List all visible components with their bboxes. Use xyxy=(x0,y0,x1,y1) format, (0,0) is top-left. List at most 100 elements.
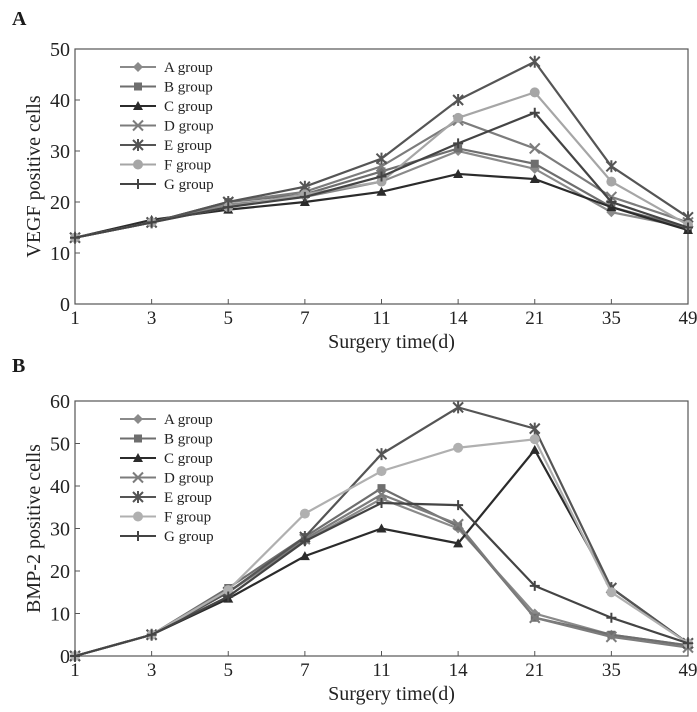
data-point xyxy=(70,651,80,661)
legend: A group B group C group D group E group F gro… xyxy=(120,60,214,193)
legend-item: E group xyxy=(120,138,212,154)
data-point xyxy=(454,144,463,153)
x-tick-label: 3 xyxy=(147,308,157,329)
legend-item: D group xyxy=(120,471,214,487)
data-point xyxy=(607,630,616,639)
data-point xyxy=(530,159,539,168)
data-point xyxy=(529,612,541,624)
x-tick-label: 3 xyxy=(147,660,157,681)
data-point xyxy=(453,538,464,548)
data-point xyxy=(223,585,234,596)
y-tick-label: 30 xyxy=(50,519,70,541)
x-tick-label: 49 xyxy=(679,660,697,681)
legend-marker xyxy=(133,159,143,170)
legend-label: C group xyxy=(164,451,213,467)
legend-marker xyxy=(134,434,142,443)
data-point xyxy=(606,197,617,207)
legend-item: C group xyxy=(120,99,213,115)
y-tick-label: 20 xyxy=(50,192,70,214)
legend-item: G group xyxy=(120,529,214,545)
legend-label: G group xyxy=(164,529,214,545)
legend-marker xyxy=(134,82,142,91)
legend-marker xyxy=(133,179,143,189)
x-axis-label: Surgery time(d) xyxy=(328,683,455,705)
y-tick-label: 40 xyxy=(50,476,70,498)
data-point xyxy=(529,174,540,184)
data-point xyxy=(452,401,464,414)
legend-marker xyxy=(133,511,143,522)
data-point xyxy=(683,222,693,233)
x-tick-label: 11 xyxy=(372,660,390,681)
x-tick-label: 7 xyxy=(300,308,310,329)
legend-label: D group xyxy=(164,471,214,487)
legend-label: F group xyxy=(164,158,211,174)
data-point xyxy=(453,168,464,178)
y-tick-label: 30 xyxy=(50,141,70,163)
y-axis-label: BMP-2 positive cells xyxy=(23,444,45,613)
legend-item: G group xyxy=(120,177,214,193)
data-point xyxy=(223,202,234,213)
data-point xyxy=(529,55,541,68)
data-point xyxy=(377,484,386,493)
x-tick-label: 11 xyxy=(372,308,390,329)
x-tick-label: 21 xyxy=(525,660,544,681)
legend-label: B group xyxy=(164,80,213,96)
legend-label: F group xyxy=(164,510,211,526)
x-tick-label: 14 xyxy=(449,308,469,329)
x-tick-label: 5 xyxy=(224,660,234,681)
data-point xyxy=(529,434,540,445)
data-point xyxy=(453,112,464,123)
data-point xyxy=(529,580,540,591)
legend-label: E group xyxy=(164,490,212,506)
data-point xyxy=(299,508,310,519)
data-point xyxy=(605,191,618,203)
data-point xyxy=(529,142,541,155)
data-point xyxy=(223,591,234,602)
data-point xyxy=(377,167,386,176)
data-point xyxy=(529,87,540,98)
data-point xyxy=(376,466,387,477)
x-tick-label: 1 xyxy=(70,660,80,681)
x-tick-label: 7 xyxy=(300,660,310,681)
x-tick-label: 1 xyxy=(70,308,80,329)
data-point xyxy=(606,587,617,598)
legend: A group B group C group D group E group F gro… xyxy=(120,412,214,545)
legend-item: A group xyxy=(120,60,213,76)
series-f-group xyxy=(70,434,693,661)
data-point xyxy=(376,171,387,182)
data-point xyxy=(375,448,388,461)
data-point xyxy=(375,152,388,165)
legend-label: C group xyxy=(164,99,213,115)
data-point xyxy=(453,138,464,149)
x-tick-label: 14 xyxy=(449,660,469,681)
data-point xyxy=(605,631,618,643)
legend-item: D group xyxy=(120,119,214,135)
data-point xyxy=(606,176,617,187)
x-tick-label: 49 xyxy=(679,308,697,329)
legend-item: C group xyxy=(120,451,213,467)
legend-label: E group xyxy=(164,138,212,154)
y-tick-label: 10 xyxy=(50,604,70,626)
panel-b-label: B xyxy=(12,355,26,377)
data-point xyxy=(452,94,464,106)
y-axis-label: VEGF positive cells xyxy=(23,95,45,257)
legend-label: B group xyxy=(164,432,213,448)
data-point xyxy=(376,498,387,508)
legend-marker xyxy=(132,471,144,484)
legend-label: G group xyxy=(164,177,214,193)
legend-item: A group xyxy=(120,412,213,428)
y-tick-label: 0 xyxy=(60,294,70,316)
data-point xyxy=(375,488,388,501)
data-point xyxy=(606,612,617,623)
data-point xyxy=(299,191,310,202)
data-point xyxy=(376,186,387,196)
data-point xyxy=(376,176,387,187)
data-point xyxy=(683,638,693,649)
legend-label: A group xyxy=(164,60,213,76)
y-tick-label: 50 xyxy=(50,434,70,456)
data-point xyxy=(453,442,464,453)
legend-item: B group xyxy=(120,80,213,96)
data-point xyxy=(146,629,157,640)
series-g-group xyxy=(70,498,693,661)
